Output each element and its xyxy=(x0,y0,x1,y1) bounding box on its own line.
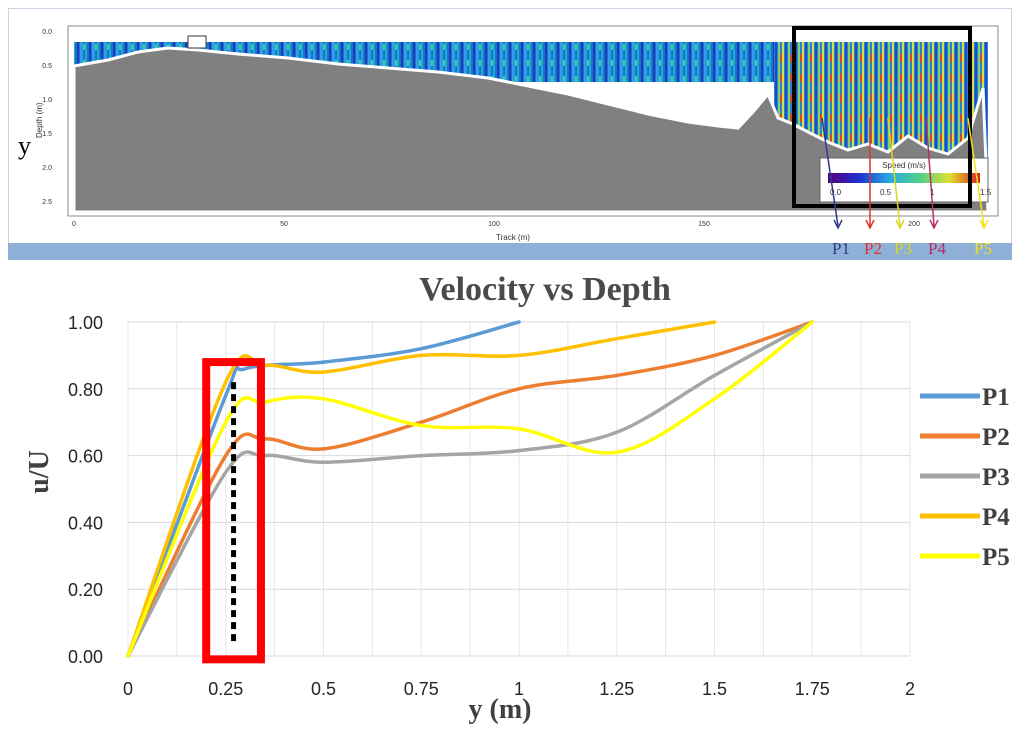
series-line-p3 xyxy=(126,320,814,658)
profile-arrowhead-p2 xyxy=(865,219,875,230)
chart-grid xyxy=(127,321,911,657)
legend: P1 P2 P3 P4 P5 xyxy=(920,384,1010,571)
y-tick-label: 0.00 xyxy=(68,647,103,667)
profile-arrow-p1 xyxy=(821,117,839,227)
profile-arrowhead-p4 xyxy=(929,219,939,230)
transect-x-tick: 200 xyxy=(908,221,920,228)
legend-label-p5: P5 xyxy=(982,544,1010,571)
profile-arrowhead-p3 xyxy=(895,219,905,230)
profile-label-p1: P1 xyxy=(832,239,850,258)
boat-marker xyxy=(187,35,207,49)
transect-ylabel: y xyxy=(18,131,31,160)
x-tick-label: 1.75 xyxy=(795,679,830,699)
transect-x-tick: 150 xyxy=(698,221,710,228)
highlight-box xyxy=(202,358,265,664)
transect-svg: y Depth (m) Track (m) 0.0 0.5 1.0 1.5 2.0 2.5… xyxy=(7,7,1012,261)
x-tick-label: 1.5 xyxy=(702,679,727,699)
transect-axis-title: Depth (m) xyxy=(35,102,44,138)
x-tick-label: 0.75 xyxy=(404,679,439,699)
colorbar-tick: 0.0 xyxy=(830,188,842,197)
legend-label-p3: P3 xyxy=(982,464,1010,491)
x-tick-labels: 0 0.25 0.5 0.75 1 1.25 1.5 1.75 2 xyxy=(123,679,915,699)
transect-x-tick: 100 xyxy=(488,221,500,228)
profile-arrow-p5 xyxy=(967,117,985,227)
profile-arrowhead-p5 xyxy=(979,219,989,230)
colorbar-tick: 1.5 xyxy=(980,188,992,197)
profile-arrowhead-p1 xyxy=(833,219,843,230)
x-tick-label: 0.5 xyxy=(311,679,336,699)
velocity-chart: Velocity vs Depth 0.00 0.20 0.40 0.60 0.80 1.… xyxy=(0,262,1012,729)
velocity-transect-panel: y Depth (m) Track (m) 0.0 0.5 1.0 1.5 2.0 2.5… xyxy=(7,7,1012,261)
x-tick-label: 0.25 xyxy=(208,679,243,699)
legend-label-p4: P4 xyxy=(982,504,1010,531)
y-tick-label: 0.20 xyxy=(68,580,103,600)
panel-bottom-strip xyxy=(8,243,1012,260)
transect-y-tick: 0.0 xyxy=(42,29,52,36)
y-tick-label: 0.80 xyxy=(68,380,103,400)
series-line-p5 xyxy=(126,320,814,658)
colorbar-title: Speed (m/s) xyxy=(882,161,926,170)
transect-x-tick: 0 xyxy=(72,221,76,228)
profile-label-p4: P4 xyxy=(928,239,946,258)
y-tick-label: 1.00 xyxy=(68,313,103,333)
colorbar-gradient xyxy=(828,173,980,183)
profile-arrow-p3 xyxy=(887,117,901,227)
transect-y-tick: 0.5 xyxy=(42,63,52,70)
profile-arrows: P1 P2 P3 P4 P5 xyxy=(821,117,992,258)
profile-label-p5: P5 xyxy=(974,239,992,258)
bathymetry-area xyxy=(72,46,990,214)
series-line-p2 xyxy=(126,320,814,658)
profile-arrow-p4 xyxy=(925,117,935,227)
profile-label-p3: P3 xyxy=(894,239,912,258)
transect-highlight-box xyxy=(792,26,972,208)
y-tick-labels: 0.00 0.20 0.40 0.60 0.80 1.00 xyxy=(68,313,103,667)
x-tick-label: 2 xyxy=(905,679,915,699)
transect-xlabel: Track (m) xyxy=(496,233,530,242)
colorbar-ticks: 0.0 0.5 1 1.5 xyxy=(830,188,992,197)
transect-x-ticks: 0 50 100 150 200 xyxy=(72,221,920,228)
y-axis-label: u/U xyxy=(24,450,55,494)
legend-label-p2: P2 xyxy=(982,424,1010,451)
transect-y-tick: 1.0 xyxy=(42,97,52,104)
profile-label-p2: P2 xyxy=(864,239,882,258)
transect-x-tick: 50 xyxy=(280,221,288,228)
transect-y-tick: 1.5 xyxy=(42,131,52,138)
annotations xyxy=(202,358,265,664)
x-tick-label: 1 xyxy=(514,679,524,699)
colorbar-tick: 1 xyxy=(930,188,935,197)
chart-title: Velocity vs Depth xyxy=(419,271,671,308)
x-axis-label: y (m) xyxy=(469,694,532,724)
x-tick-label: 0 xyxy=(123,679,133,699)
y-tick-label: 0.60 xyxy=(68,447,103,467)
velocity-chart-svg: Velocity vs Depth 0.00 0.20 0.40 0.60 0.80 1.… xyxy=(24,271,1010,725)
colorbar-tick: 0.5 xyxy=(880,188,892,197)
y-tick-label: 0.40 xyxy=(68,513,103,533)
x-tick-label: 1.25 xyxy=(599,679,634,699)
transect-y-ticks: 0.0 0.5 1.0 1.5 2.0 2.5 xyxy=(42,29,52,206)
series-line-p1 xyxy=(126,320,521,658)
transect-y-tick: 2.0 xyxy=(42,165,52,172)
legend-label-p1: P1 xyxy=(982,384,1010,411)
transect-y-tick: 2.5 xyxy=(42,199,52,206)
